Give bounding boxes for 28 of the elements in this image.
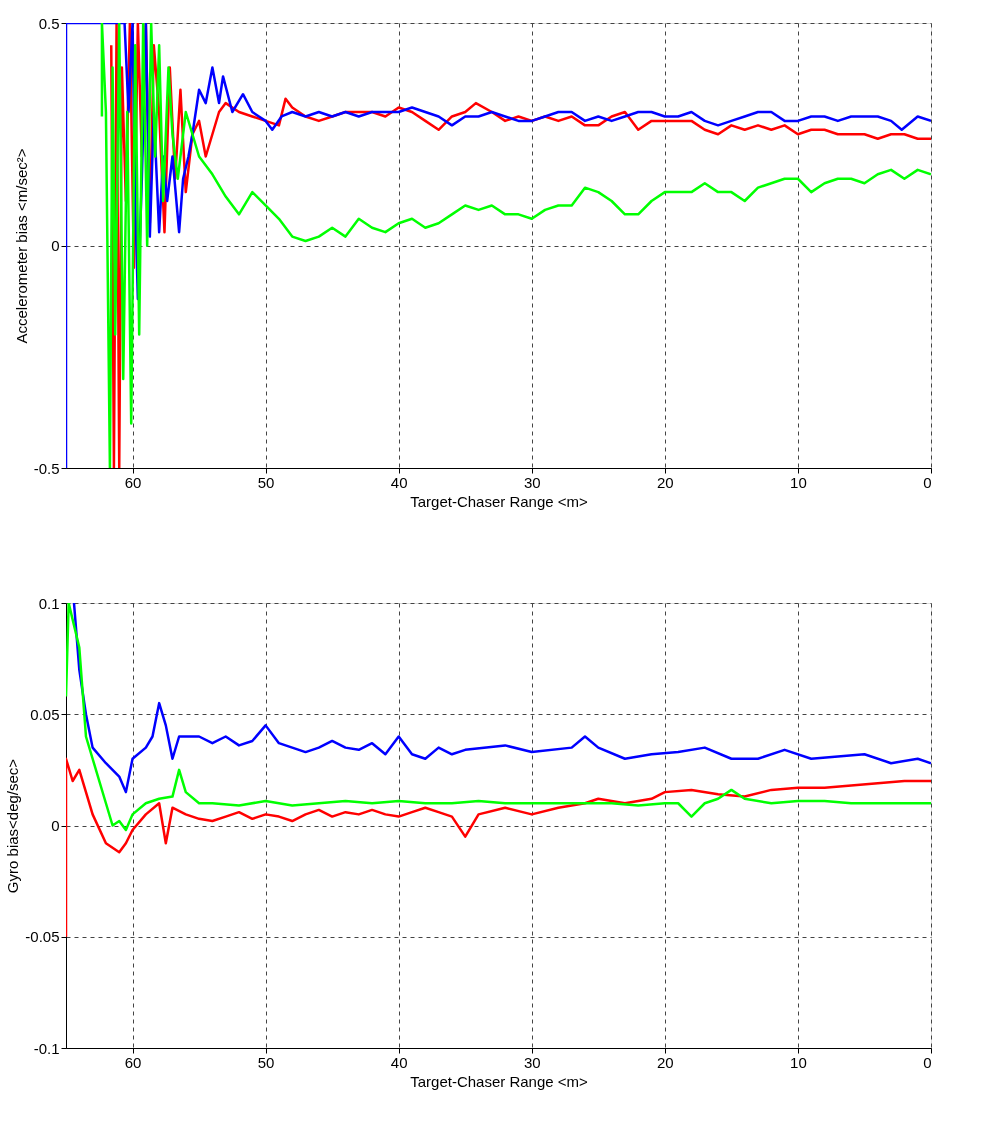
x-tick-label: 50 bbox=[257, 473, 275, 491]
y-tick-label: 0 bbox=[51, 237, 60, 254]
x-tick-label: 60 bbox=[124, 473, 142, 491]
x-tick-label: 60 bbox=[124, 1053, 142, 1071]
y-tick-label: -0.1 bbox=[33, 1039, 60, 1057]
y-tick-label: 0 bbox=[51, 817, 60, 834]
line-series bbox=[72, 603, 931, 794]
x-tick-label: 0 bbox=[923, 473, 932, 491]
x-tick-label: 40 bbox=[390, 473, 408, 491]
x-tick-label: 30 bbox=[523, 1053, 541, 1071]
x-tick-label: 20 bbox=[657, 1053, 674, 1071]
y-axis-title: Accelerometer bias <m/sec²> bbox=[12, 148, 30, 344]
x-axis-title: Target-Chaser Range <m> bbox=[410, 492, 589, 510]
y-tick-label: 0.1 bbox=[38, 594, 60, 612]
x-axis-title: Target-Chaser Range <m> bbox=[410, 1072, 589, 1090]
x-tick-label: 0 bbox=[923, 1053, 932, 1071]
x-tick-label: 30 bbox=[523, 473, 541, 491]
y-tick-label: -0.5 bbox=[33, 459, 60, 477]
x-tick-label: 20 bbox=[657, 473, 674, 491]
y-axis-title: Gyro bias<deg/sec> bbox=[4, 758, 22, 894]
y-tick-label: 0.5 bbox=[38, 14, 60, 32]
x-tick-label: 10 bbox=[790, 1053, 807, 1071]
y-tick-label: 0.05 bbox=[30, 705, 60, 723]
line-series bbox=[66, 757, 931, 938]
x-tick-label: 50 bbox=[257, 1053, 275, 1071]
x-tick-label: 10 bbox=[790, 473, 807, 491]
y-tick-label: -0.05 bbox=[25, 928, 60, 946]
x-tick-label: 40 bbox=[390, 1053, 408, 1071]
